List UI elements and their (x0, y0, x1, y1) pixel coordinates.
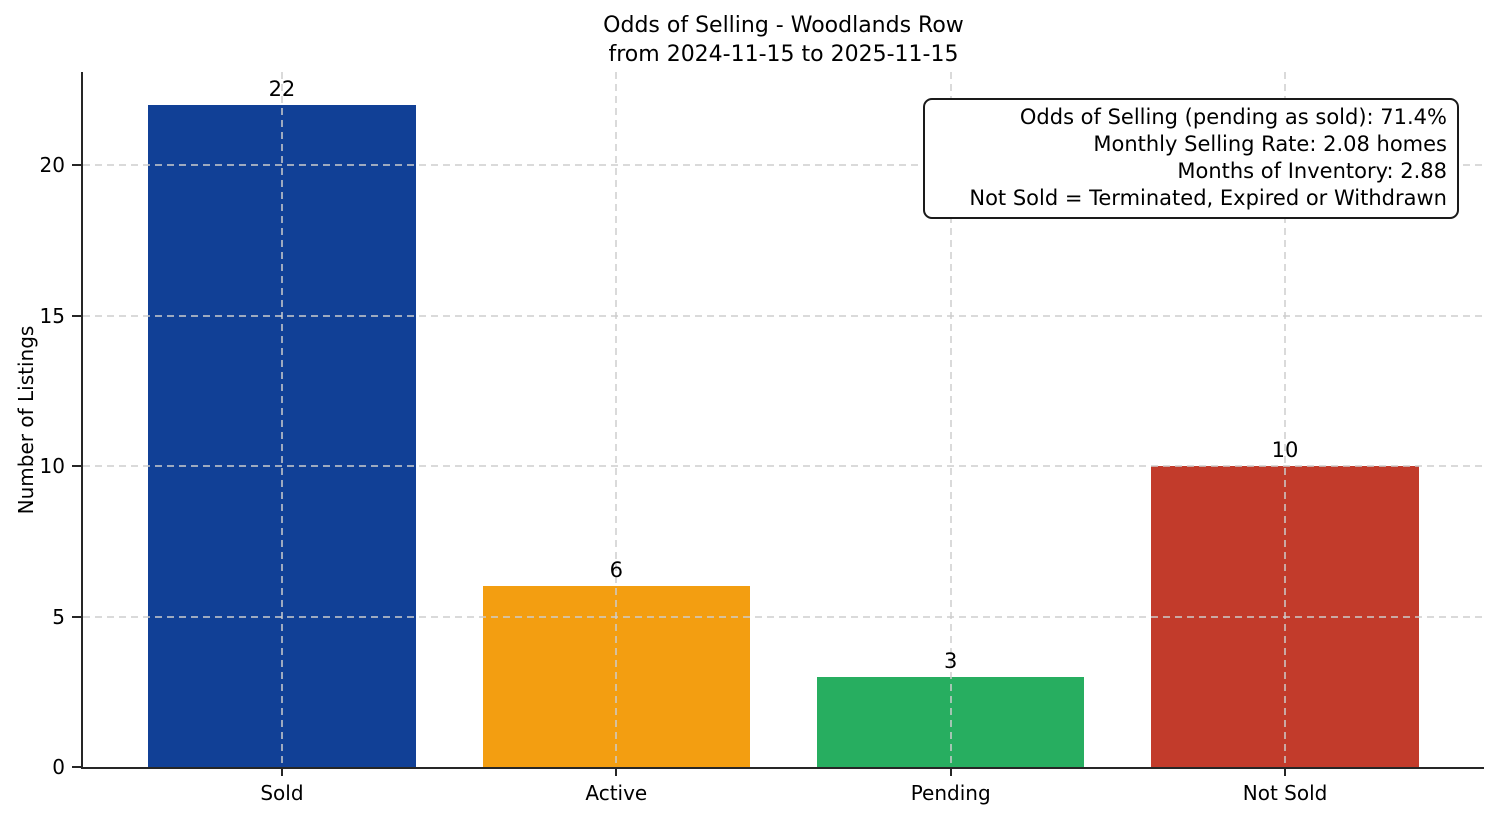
bar-value-active: 6 (609, 558, 623, 583)
gridline-y-10 (83, 465, 1484, 468)
x-tick-not-sold (1284, 767, 1287, 776)
x-axis-line (81, 767, 1484, 769)
annotation-odds-of-selling: Odds of Selling (pending as sold): 71.4% (1019, 105, 1447, 129)
y-tick-label-0: 0 (52, 755, 65, 779)
y-tick-label-10: 10 (39, 454, 65, 479)
y-axis-label: Number of Listings (14, 325, 38, 515)
bar-value-not-sold: 10 (1271, 438, 1299, 463)
annotation-box: Odds of Selling (pending as sold): 71.4%… (923, 98, 1459, 219)
gridline-vertical-active (615, 72, 618, 767)
annotation-not-sold-definition: Not Sold = Terminated, Expired or Withdr… (969, 186, 1447, 210)
gridline-y-5 (83, 615, 1484, 618)
chart-title: Odds of Selling - Woodlands Row from 202… (83, 11, 1484, 69)
bar-value-sold: 22 (268, 77, 296, 102)
y-tick-label-5: 5 (52, 604, 65, 629)
gridline-vertical-not-sold (1284, 72, 1287, 767)
annotation-months-of-inventory: Months of Inventory: 2.88 (1177, 159, 1447, 183)
gridline-vertical-sold (280, 72, 283, 767)
gridline-y-20 (83, 164, 1484, 167)
y-tick-20 (72, 164, 81, 167)
x-tick-label-pending: Pending (910, 781, 991, 805)
y-axis-line (81, 72, 83, 769)
x-tick-label-sold: Sold (260, 781, 304, 805)
x-tick-label-active: Active (585, 781, 648, 805)
y-tick-15 (72, 314, 81, 317)
y-tick-label-15: 15 (39, 303, 65, 328)
x-tick-label-not-sold: Not Sold (1242, 781, 1328, 805)
chart-title-line1: Odds of Selling - Woodlands Row (603, 13, 964, 38)
y-tick-5 (72, 615, 81, 618)
x-tick-active (615, 767, 618, 776)
bar-value-pending: 3 (943, 648, 958, 673)
annotation-monthly-selling-rate: Monthly Selling Rate: 2.08 homes (1093, 132, 1447, 156)
x-tick-sold (280, 767, 283, 776)
plot-area: Odds of Selling (pending as sold): 71.4%… (40, 72, 1484, 805)
gridline-vertical-pending (949, 72, 952, 767)
x-tick-pending (949, 767, 952, 776)
y-tick-0 (72, 766, 81, 768)
gridline-y-15 (83, 314, 1484, 317)
chart-title-line2: from 2024-11-15 to 2025-11-15 (608, 42, 959, 67)
y-tick-label-20: 20 (39, 153, 65, 178)
y-tick-10 (72, 465, 81, 468)
